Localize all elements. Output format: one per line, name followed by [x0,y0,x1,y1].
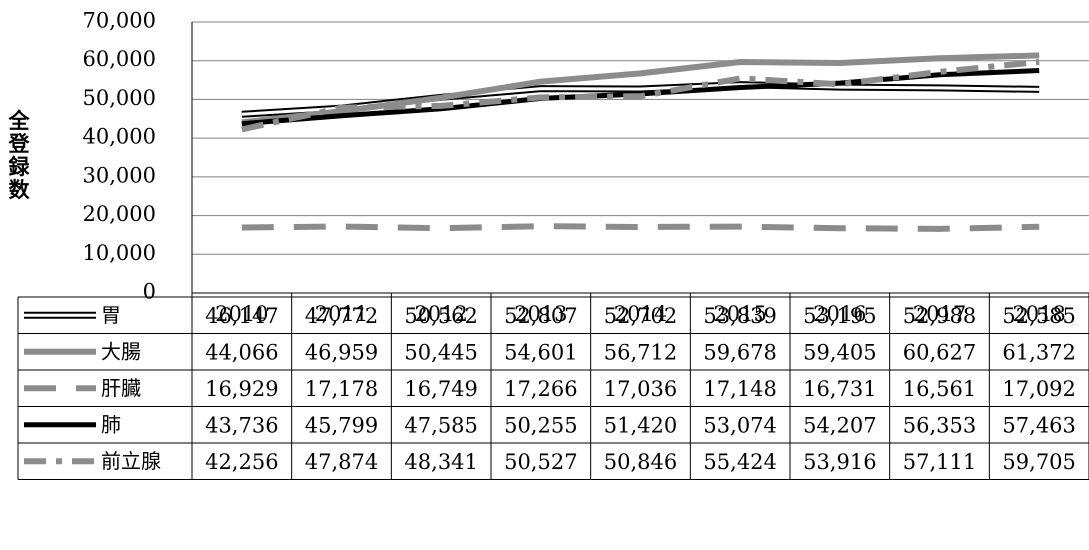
series-line-2 [241,223,1040,232]
x-category-label: 2015 [713,302,766,326]
data-label: 44,066 [205,340,278,364]
data-label: 53,074 [703,413,776,437]
data-label: 53,839 [703,304,776,328]
data-label: 52,585 [1002,304,1075,328]
data-label: 53,916 [803,450,876,474]
x-category-label: 2011 [315,302,368,326]
data-label: 50,562 [404,304,477,328]
y-axis-label-char: 録 [8,155,30,179]
legend-label: 肝臓 [101,376,141,400]
data-label: 59,405 [803,340,876,364]
data-label: 17,036 [604,377,677,401]
data-label: 17,266 [504,377,577,401]
data-label: 46,147 [205,304,278,328]
data-label: 56,712 [604,340,677,364]
y-tick-label: 20,000 [83,202,156,226]
y-tick-label: 70,000 [83,9,156,33]
y-axis-label-char: 数 [8,178,30,202]
data-label: 56,353 [903,413,976,437]
data-label: 57,463 [1002,413,1075,437]
data-label: 17,148 [703,377,776,401]
data-label: 51,420 [604,413,677,437]
y-tick-label: 50,000 [83,86,156,110]
data-label: 52,702 [604,304,677,328]
y-tick-label: 0 [143,280,156,304]
data-label: 55,424 [703,450,776,474]
x-category-label: 2016 [813,302,866,326]
x-category-label: 2010 [215,302,268,326]
y-tick-label: 30,000 [83,163,156,187]
data-label: 16,731 [803,377,876,401]
data-label: 48,341 [404,450,477,474]
legend-label: 胃 [101,303,121,327]
legend-label: 前立腺 [101,449,161,473]
x-category-label: 2014 [614,302,667,326]
y-tick-label: 40,000 [83,125,156,149]
data-label: 47,585 [404,413,477,437]
data-label: 52,807 [504,304,577,328]
legend-label: 肺 [101,412,121,436]
x-category-label: 2018 [1012,302,1065,326]
data-label: 53,195 [803,304,876,328]
series-line-4 [241,58,1040,133]
data-label: 43,736 [205,413,278,437]
x-category-label: 2017 [913,302,966,326]
data-label: 50,527 [504,450,577,474]
data-label: 45,799 [305,413,378,437]
y-axis-label-char: 登 [8,132,30,156]
data-label: 52,988 [903,304,976,328]
data-label: 16,561 [903,377,976,401]
x-category-label: 2013 [514,302,567,326]
data-label: 17,178 [305,377,378,401]
y-axis-label-char: 全 [8,109,30,133]
y-axis-label: 全登録数 [8,110,30,202]
data-label: 42,256 [205,450,278,474]
data-label: 61,372 [1002,340,1075,364]
data-label: 17,092 [1002,377,1075,401]
legend-label: 大腸 [101,339,141,363]
data-label: 46,959 [305,340,378,364]
data-label: 47,874 [305,450,378,474]
data-label: 50,846 [604,450,677,474]
data-label: 16,749 [404,377,477,401]
x-category-label: 2012 [414,302,467,326]
data-label: 50,445 [404,340,477,364]
data-label: 54,601 [504,340,577,364]
y-tick-label: 60,000 [83,47,156,71]
data-label: 47,772 [305,304,378,328]
data-label: 60,627 [903,340,976,364]
data-label: 59,705 [1002,450,1075,474]
data-label: 16,929 [205,377,278,401]
data-label: 50,255 [504,413,577,437]
data-label: 54,207 [803,413,876,437]
y-tick-label: 10,000 [83,241,156,265]
data-label: 57,111 [903,450,976,474]
series-line-1 [241,52,1040,126]
data-label: 59,678 [703,340,776,364]
